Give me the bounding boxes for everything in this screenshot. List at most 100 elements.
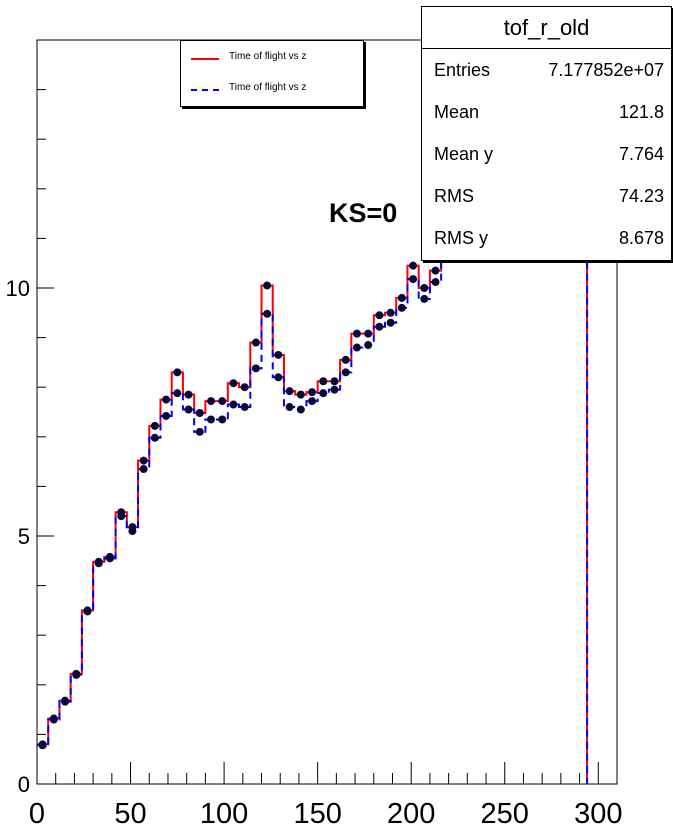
y-tick-label: 10 — [6, 276, 30, 301]
data-point-red — [173, 368, 182, 377]
data-point-blue — [296, 405, 305, 414]
legend-label: Time of flight vs z — [229, 51, 307, 62]
data-point-red — [150, 421, 159, 430]
stats-title: tof_r_old — [422, 7, 671, 49]
x-tick-label: 50 — [114, 798, 146, 830]
data-point-red — [285, 387, 294, 396]
data-point-blue — [274, 373, 283, 382]
data-point-blue — [83, 607, 92, 616]
data-point-blue — [330, 385, 339, 394]
data-point-red — [229, 379, 238, 388]
legend-swatch-red — [191, 58, 219, 60]
data-point-red — [397, 293, 406, 302]
data-point-blue — [375, 322, 384, 331]
data-point-blue — [139, 465, 148, 474]
stats-value: 7.177852e+07 — [548, 60, 664, 80]
x-tick-label: 250 — [481, 798, 529, 830]
data-point-red — [319, 377, 328, 386]
data-point-red — [240, 383, 249, 392]
data-point-red — [195, 408, 204, 417]
stats-label: Mean y — [434, 144, 494, 164]
data-point-blue — [162, 411, 171, 420]
data-point-blue — [117, 512, 126, 521]
ks-annotation: KS=0 — [329, 198, 398, 228]
data-point-red — [364, 329, 373, 338]
data-point-red — [341, 355, 350, 364]
stats-row-rms-y: RMS y 8.678 — [422, 217, 671, 259]
data-point-blue — [240, 403, 249, 412]
legend-entry-red: Time of flight vs z — [181, 44, 363, 74]
data-point-blue — [94, 559, 103, 568]
data-point-red — [375, 311, 384, 320]
data-point-red — [251, 338, 260, 347]
axis-ticks — [36, 89, 599, 785]
data-point-red — [409, 261, 418, 270]
legend-label: Time of flight vs z — [229, 82, 307, 93]
data-point-blue — [150, 433, 159, 442]
data-point-blue — [420, 294, 429, 303]
legend: Time of flight vs z Time of flight vs z — [180, 40, 364, 107]
data-point-blue — [352, 343, 361, 352]
stats-box: tof_r_old Entries 7.177852e+07 Mean 121.… — [421, 6, 672, 261]
data-point-red — [218, 397, 227, 406]
stats-label: RMS — [434, 186, 474, 206]
data-point-blue — [128, 527, 137, 536]
y-tick-label: 0 — [18, 772, 30, 797]
data-point-blue — [364, 341, 373, 350]
data-point-red — [207, 397, 215, 406]
stats-row-rms: RMS 74.23 — [422, 175, 671, 217]
data-point-blue — [409, 275, 418, 284]
x-tick-label: 200 — [387, 798, 435, 830]
data-point-blue — [184, 405, 193, 414]
stats-label: Entries — [434, 60, 491, 80]
data-point-blue — [431, 278, 440, 287]
data-point-blue — [38, 741, 47, 750]
legend-swatch-blue — [191, 89, 219, 91]
stats-value: 74.23 — [618, 186, 664, 206]
x-tick-label: 0 — [29, 798, 45, 830]
data-point-blue — [49, 715, 58, 724]
data-point-red — [139, 456, 148, 465]
stats-label: RMS y — [434, 228, 488, 248]
stats-row-mean: Mean 121.8 — [422, 91, 671, 133]
stats-row-entries: Entries 7.177852e+07 — [422, 49, 671, 91]
data-point-blue — [308, 397, 317, 406]
data-point-blue — [251, 364, 260, 373]
data-point-blue — [218, 415, 227, 424]
data-point-blue — [207, 415, 215, 424]
data-point-blue — [319, 389, 328, 398]
data-point-red — [352, 329, 361, 338]
stats-row-mean-y: Mean y 7.764 — [422, 133, 671, 175]
y-tick-labels: 0 5 10 — [6, 276, 30, 797]
data-point-blue — [61, 697, 70, 706]
x-tick-labels: 0 50 100 150 200 250 300 — [29, 798, 623, 830]
data-point-red — [431, 266, 440, 275]
data-point-red — [263, 281, 272, 290]
data-point-red — [274, 350, 283, 359]
x-tick-label: 300 — [574, 798, 622, 830]
data-point-blue — [263, 309, 272, 318]
data-point-blue — [285, 403, 294, 412]
data-point-blue — [195, 427, 204, 436]
data-point-blue — [105, 554, 114, 563]
data-point-blue — [229, 400, 238, 409]
stats-value: 7.764 — [618, 144, 664, 164]
data-point-red — [386, 308, 395, 317]
data-point-blue — [341, 368, 350, 377]
x-tick-label: 100 — [200, 798, 248, 830]
y-tick-label: 5 — [18, 524, 30, 549]
data-point-red — [420, 284, 429, 292]
legend-entry-blue: Time of flight vs z — [181, 75, 363, 105]
data-point-blue — [173, 389, 182, 398]
x-tick-label: 150 — [293, 798, 341, 830]
data-point-red — [296, 390, 305, 399]
stats-value: 8.678 — [618, 228, 664, 248]
data-point-blue — [397, 303, 406, 312]
stats-value: 121.8 — [618, 102, 664, 122]
data-point-blue — [386, 318, 395, 327]
data-point-blue — [72, 670, 81, 679]
stats-label: Mean — [434, 102, 480, 122]
data-point-red — [184, 390, 193, 399]
data-point-red — [330, 377, 339, 386]
data-point-red — [308, 388, 317, 397]
